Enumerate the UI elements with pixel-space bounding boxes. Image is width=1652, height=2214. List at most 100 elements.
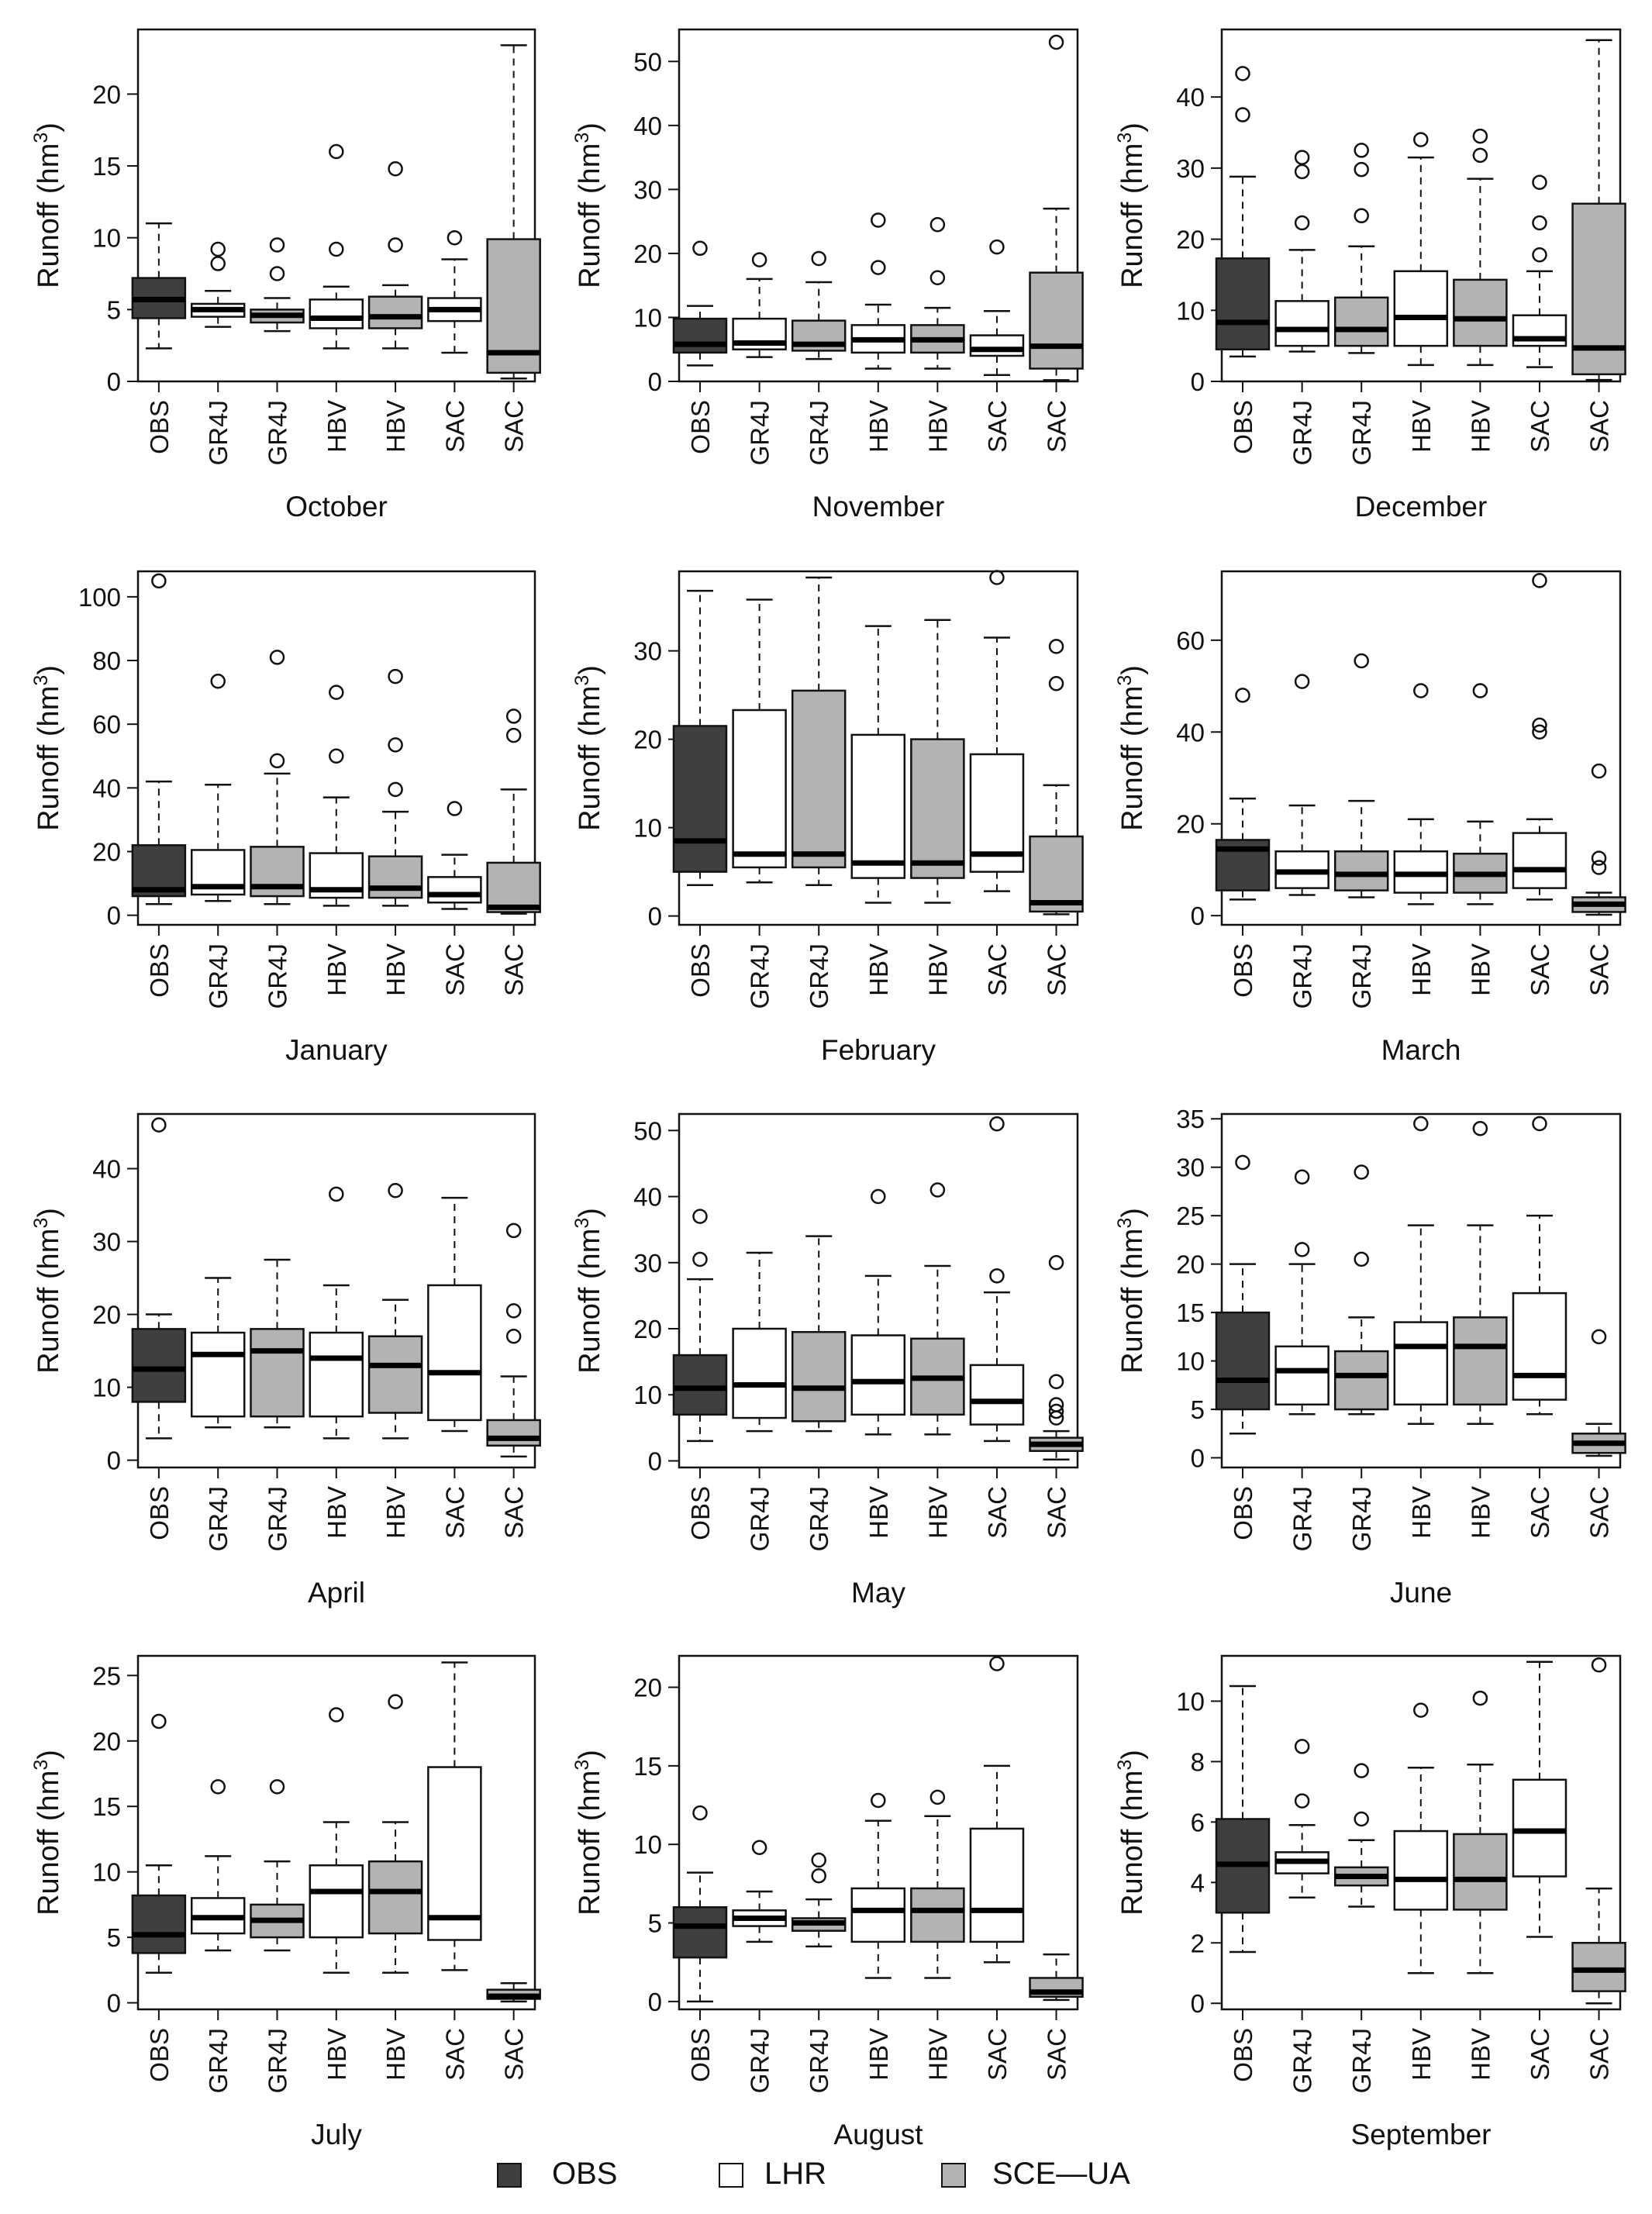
box-obs-obs [672,240,728,367]
x-tick-label: GR4J [264,2028,292,2093]
outlier-point [1532,247,1547,263]
iqr-box [309,298,364,329]
outlier-point [388,1182,403,1198]
outlier-point [329,1186,344,1202]
outlier-point [1472,683,1488,698]
box-obs-obs [131,222,187,350]
y-tick-label: 30 [633,175,662,204]
x-tick-label: HBV [381,2028,410,2081]
outlier-point [1472,128,1488,144]
iqr-box [190,1331,246,1418]
box-obs-obs [131,573,187,905]
box-sac-sceua [1571,39,1626,381]
outlier-point [1294,1739,1310,1754]
box-gr4j-lhr [1274,150,1330,353]
outlier-point [1294,164,1310,180]
x-tick-label: HBV [1407,1486,1436,1539]
y-tick-label: 6 [1191,1808,1205,1836]
legend: OBS LHR SCE—UA [497,2157,1130,2191]
box-hbv-lhr [1393,683,1449,905]
panel-may: 0 10 20 30 40 50 Runoff (hm3) OBS GR4J GR4J HBV HBV… [571,1112,1084,1609]
y-tick-label: 20 [1176,810,1205,839]
y-axis-label-sup: 3 [1114,1218,1136,1229]
iqr-box [131,1328,187,1403]
box-sac-sceua [1029,1255,1084,1461]
x-tick-label: GR4J [746,2028,774,2093]
x-tick-label: GR4J [1347,943,1376,1009]
iqr-box [1215,257,1271,350]
iqr-box [1029,271,1084,370]
x-tick-label: OBS [686,1486,715,1540]
outlier-point [505,1303,522,1319]
outlier-point [1354,653,1369,669]
y-tick-label: 10 [1176,296,1205,325]
x-tick-label: GR4J [264,400,292,465]
panel-title: April [308,1577,365,1609]
iqr-box [1512,832,1568,889]
iqr-box [427,1284,482,1422]
outlier-point [1354,1164,1369,1180]
x-tick-label: SAC [500,1486,529,1539]
y-tick-label: 0 [648,367,662,396]
outlier-point [388,237,403,253]
y-axis-label: Runoff (hm3) [30,1208,65,1374]
outlier-point [811,250,826,267]
iqr-box [1453,278,1508,347]
outlier-point [447,229,463,246]
outlier-point [269,237,285,253]
outlier-point [871,1188,886,1205]
y-axis-label-close: ) [33,122,65,133]
x-tick-label: SAC [1585,943,1614,996]
outlier-point [751,252,767,267]
panel-january: 0 20 40 60 80 100 Runoff (hm3) OBS GR4J GR4J HBV HB… [30,570,541,1066]
iqr-box [672,317,728,354]
y-axis-label-close: ) [1116,1750,1149,1760]
x-tick-label: SAC [1043,1486,1071,1539]
box-gr4j-sceua [1333,1763,1389,1908]
panel-title: February [821,1034,936,1066]
x-tick-label: HBV [381,943,410,996]
outlier-point [1472,1120,1488,1136]
y-tick-label: 0 [1191,367,1205,396]
x-tick-label: GR4J [805,2028,833,2093]
legend-swatch-sceua [941,2163,966,2188]
outlier-point [1591,850,1607,866]
box-gr4j-sceua [250,1779,305,1952]
iqr-box [1453,1316,1508,1406]
box-obs-obs [672,1209,728,1443]
iqr-box [250,1328,305,1418]
iqr-box [1333,850,1389,891]
y-tick-label: 25 [92,1661,121,1690]
box-gr4j-sceua [791,1852,847,1948]
x-tick-label: HBV [322,943,351,996]
panel-title: May [851,1577,905,1609]
x-tick-label: GR4J [204,1486,233,1551]
outlier-point [505,1329,522,1344]
iqr-box [850,1334,906,1416]
outlier-point [1048,34,1064,50]
outlier-point [388,781,403,798]
x-tick-label: HBV [864,1486,893,1539]
outlier-point [989,570,1005,585]
x-tick-label: HBV [864,943,893,996]
x-tick-label: HBV [923,400,952,453]
box-sac-sceua [1029,639,1084,916]
y-tick-label: 10 [633,303,662,332]
outlier-point [329,1707,344,1723]
box-gr4j-lhr [190,1779,246,1952]
box-sac-sceua [1029,34,1084,381]
x-tick-label: HBV [923,943,952,996]
y-tick-label: 20 [633,1674,662,1702]
legend-item-sceua: SCE—UA [941,2157,1130,2191]
iqr-box [1512,1778,1568,1878]
legend-label-obs: OBS [552,2157,617,2191]
x-tick-label: SAC [1526,2028,1554,2081]
iqr-box [850,1887,906,1943]
iqr-box [1453,1833,1508,1911]
outlier-point [505,727,522,743]
legend-swatch-lhr [719,2163,743,2188]
x-tick-label: GR4J [204,943,233,1009]
y-tick-label: 30 [92,1228,121,1257]
x-tick-label: GR4J [1347,2028,1376,2093]
